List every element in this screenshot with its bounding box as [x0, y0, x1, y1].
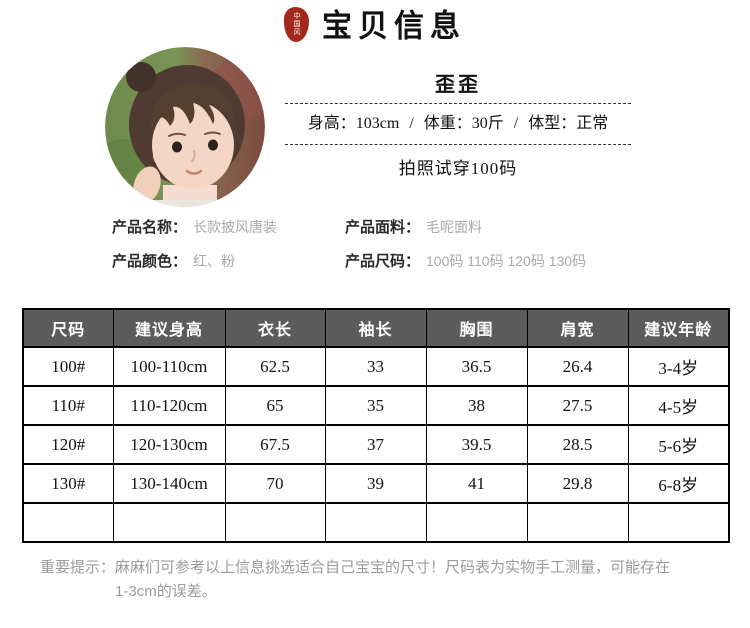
column-header-chest: 胸围	[425, 308, 528, 348]
table-header-row: 尺码 建议身高 衣长 袖长 胸围 肩宽 建议年龄	[22, 308, 730, 348]
field-value: 100码 110码 120码 130码	[426, 253, 587, 269]
column-header-sleeve: 袖长	[324, 308, 427, 348]
chinese-seal-icon: 中国风	[284, 6, 309, 42]
column-header-age: 建议年龄	[627, 308, 730, 348]
table-cell: 6-8岁	[627, 463, 730, 504]
table-cell: 5-6岁	[627, 424, 730, 465]
table-cell: 39	[324, 463, 427, 504]
stat-separator: /	[513, 115, 519, 132]
field-label: 产品面料：	[345, 219, 421, 236]
seal-text: 中国风	[293, 12, 301, 36]
model-photo	[105, 47, 265, 207]
table-cell: 120#	[22, 424, 114, 465]
field-value: 长款披风唐装	[193, 219, 278, 235]
model-name: 歪歪	[435, 74, 481, 96]
table-cell: 130-140cm	[112, 463, 226, 504]
important-note: 重要提示： 麻麻们可参考以上信息挑选适合自己宝宝的尺寸！尺码表为实物手工测量，可…	[40, 556, 718, 604]
table-cell: 70	[224, 463, 326, 504]
note-label: 重要提示：	[40, 559, 116, 576]
table-cell: 41	[425, 463, 528, 504]
stat-body-type: 体型：正常	[528, 115, 609, 132]
table-cell: 110-120cm	[112, 385, 226, 426]
table-cell	[112, 502, 226, 543]
field-sizes: 产品尺码： 100码 110码 120码 130码	[345, 250, 718, 271]
table-cell	[224, 502, 326, 543]
table-cell: 35	[324, 385, 427, 426]
stat-height: 身高：103cm	[307, 115, 400, 132]
table-row: 130# 130-140cm 70 39 41 29.8 6-8岁	[22, 463, 730, 504]
field-value: 红、粉	[193, 253, 236, 269]
table-row: 110# 110-120cm 65 35 38 27.5 4-5岁	[22, 385, 730, 426]
dashed-divider-bottom	[285, 144, 631, 145]
table-cell: 27.5	[526, 385, 629, 426]
field-value: 毛呢面料	[426, 219, 483, 235]
field-fabric: 产品面料： 毛呢面料	[345, 216, 718, 237]
table-cell: 38	[425, 385, 528, 426]
table-cell	[22, 502, 114, 543]
column-header-height: 建议身高	[112, 308, 226, 348]
model-stats: 身高：103cm / 体重：30斤 / 体型：正常	[285, 104, 631, 144]
field-label: 产品尺码：	[345, 253, 421, 270]
stat-weight: 体重：30斤	[423, 115, 504, 132]
product-details: 产品名称： 长款披风唐装 产品面料： 毛呢面料 产品颜色： 红、粉 产品尺码： …	[112, 216, 718, 271]
field-label: 产品名称：	[112, 219, 188, 236]
table-cell: 110#	[22, 385, 114, 426]
note-text: 麻麻们可参考以上信息挑选适合自己宝宝的尺寸！尺码表为实物手工测量，可能存在 1-…	[115, 559, 671, 600]
table-cell: 62.5	[224, 346, 326, 387]
table-cell: 4-5岁	[627, 385, 730, 426]
table-cell	[627, 502, 730, 543]
table-cell: 100-110cm	[112, 346, 226, 387]
dashed-divider-top	[285, 103, 631, 104]
table-row: 100# 100-110cm 62.5 33 36.5 26.4 3-4岁	[22, 346, 730, 387]
table-cell: 130#	[22, 463, 114, 504]
table-cell: 28.5	[526, 424, 629, 465]
column-header-size: 尺码	[22, 308, 114, 348]
field-color: 产品颜色： 红、粉	[112, 250, 345, 271]
field-label: 产品颜色：	[112, 253, 188, 270]
table-cell: 65	[224, 385, 326, 426]
table-cell: 39.5	[425, 424, 528, 465]
page-title: 宝贝信息	[322, 8, 466, 45]
column-header-length: 衣长	[224, 308, 326, 348]
table-cell: 120-130cm	[112, 424, 226, 465]
table-cell: 29.8	[526, 463, 629, 504]
size-table: 尺码 建议身高 衣长 袖长 胸围 肩宽 建议年龄 100# 100-110cm …	[22, 308, 730, 543]
table-cell	[324, 502, 427, 543]
table-cell: 67.5	[224, 424, 326, 465]
table-cell: 100#	[22, 346, 114, 387]
table-row: 120# 120-130cm 67.5 37 39.5 28.5 5-6岁	[22, 424, 730, 465]
table-cell: 26.4	[526, 346, 629, 387]
table-cell: 33	[324, 346, 427, 387]
field-product-name: 产品名称： 长款披风唐装	[112, 216, 345, 237]
page-header: 中国风 宝贝信息	[0, 0, 750, 46]
table-row-empty	[22, 502, 730, 543]
table-cell: 36.5	[425, 346, 528, 387]
column-header-shoulder: 肩宽	[526, 308, 629, 348]
try-on-note: 拍照试穿100码	[398, 159, 518, 178]
table-cell: 37	[324, 424, 427, 465]
stat-separator: /	[409, 115, 414, 132]
girl-portrait-illustration	[105, 47, 265, 207]
table-cell	[425, 502, 528, 543]
table-cell	[526, 502, 629, 543]
table-cell: 3-4岁	[627, 346, 730, 387]
model-info-panel: 歪歪 身高：103cm / 体重：30斤 / 体型：正常 拍照试穿100码	[285, 70, 631, 179]
